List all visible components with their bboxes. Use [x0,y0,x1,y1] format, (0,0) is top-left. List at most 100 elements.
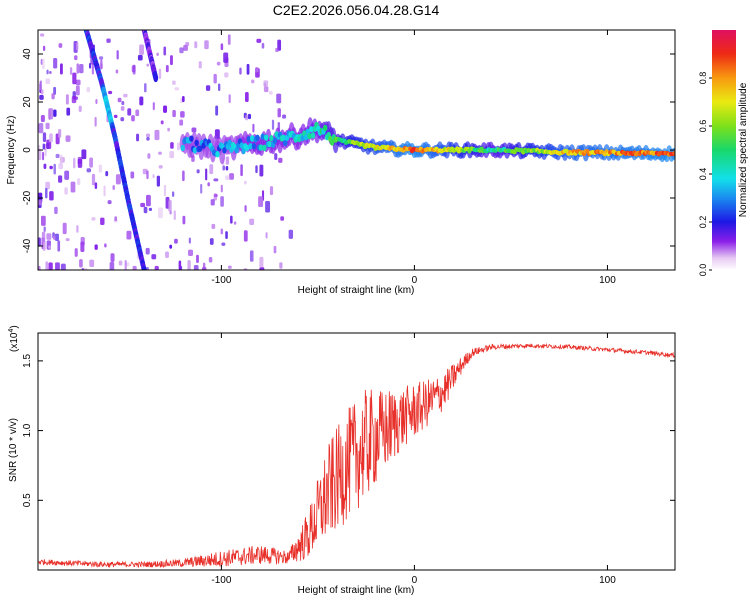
spectrogram-carrier-point [307,132,312,140]
spectrogram-speckle [223,52,229,63]
spectrogram-speckle [245,115,248,121]
svg-text:(x104): (x104) [8,325,20,352]
spectrogram-speckle [258,196,264,208]
spectrogram-carrier-point [192,147,198,154]
spectrogram-speckle [147,153,151,159]
spectrogram-speckle [54,206,58,215]
snr-y-axis-label: SNR (10 * v/v) [8,418,19,482]
spectrogram-speckle [158,68,162,79]
spectrogram-carrier-point [255,134,260,141]
spectrogram-speckle [200,183,203,194]
snr-axes: -100 0 100 0.5 1.0 1.5 [22,333,675,586]
spectrogram-speckle [42,45,46,51]
spectrogram-speckle [100,59,103,70]
spectrogram-speckle [259,256,264,268]
spectrogram-speckle [72,72,77,85]
spectrogram-speckle [187,260,191,270]
spectrogram-speckle [80,236,85,246]
spectrogram-speckle [146,136,150,141]
spectrogram-y-tick-label: -40 [22,238,33,253]
spectrogram-carrier-point [227,139,232,147]
spectrogram-speckle [256,38,262,43]
spectrogram-speckle [46,142,50,149]
spectrogram-speckle [143,206,148,214]
spectrogram-carrier-point [239,142,245,149]
spectrogram-speckle [38,265,41,270]
figure-title: C2E2.2026.056.04.28.G14 [273,2,440,18]
spectrogram-speckle [48,262,53,270]
spectrogram-speckle [112,185,115,190]
spectrogram-speckle [170,142,174,149]
spectrogram-speckle [227,34,231,45]
spectrogram-speckle [169,244,173,249]
spectrogram-speckle [167,127,170,132]
spectrogram-carrier-point [258,144,264,151]
spectrogram-speckle [39,94,44,100]
spectrogram-speckle [53,86,57,95]
spectrogram-speckle [173,210,176,220]
spectrogram-speckle [139,44,144,55]
spectrogram-carrier-point [263,134,269,141]
spectrogram-speckle [182,170,185,182]
spectrogram-speckle [179,119,184,126]
spectrogram-speckle [45,122,50,130]
spectrogram-carrier-point [250,135,255,142]
spectrogram-speckle [282,114,287,119]
spectrogram-carrier-point [272,137,278,145]
spectrogram-speckle [220,184,223,193]
spectrogram-speckle [120,106,125,111]
spectrogram-speckle [209,238,214,245]
spectrogram-speckle [244,205,247,212]
spectrogram-speckle [180,111,185,118]
snr-x-tick-label: -100 [211,575,231,586]
spectrogram-speckle [69,67,73,75]
spectrogram-speckle [288,229,294,239]
spectrogram-speckle [94,116,97,127]
spectrogram-speckle [130,171,135,179]
spectrogram-speckle [146,63,150,67]
spectrogram-speckle [55,262,60,270]
spectrogram-speckle [169,55,173,66]
spectrogram-speckle [53,109,57,117]
spectrogram-carrier-point [262,144,267,152]
spectrogram-speckle [83,268,88,270]
spectrogram-speckle [185,41,190,47]
spectrogram-speckle [243,230,248,242]
spectrogram-speckle [247,113,252,120]
spectrogram-speckle [60,263,66,270]
spectrogram-speckle [38,237,41,247]
spectrogram-speckle [259,267,265,270]
spectrogram-speckle [57,240,61,252]
spectrogram-carrier-point [244,144,250,152]
spectrogram-speckle [89,259,95,268]
snr-x-tick-label: 100 [599,575,616,586]
spectrogram-speckle [75,85,80,96]
spectrogram-speckle [265,232,268,239]
spectrogram-speckle [49,133,53,143]
spectrogram-speckle [125,262,130,267]
spectrogram-speckle [49,191,54,201]
spectrogram-speckle [42,132,47,143]
spectrogram-speckle [40,215,46,226]
spectrogram-speckle [222,165,226,171]
spectrogram-speckle [45,78,51,84]
spectrogram-speckle [169,150,175,159]
spectrogram-speckle [66,107,71,116]
spectrogram-speckle [269,186,274,196]
spectrogram-speckle [273,245,277,254]
spectrogram-y-tick-label: -20 [22,190,33,205]
spectrogram-trace-point [153,73,159,83]
spectrogram-speckle [42,58,45,70]
snr-frame [37,332,676,571]
snr-x-axis-label: Height of straight line (km) [298,585,415,596]
spectrogram-speckle [144,83,147,93]
spectrogram-speckle [86,87,91,93]
snr-scale-exponent: 4 [8,329,15,333]
spectrogram-speckle [225,156,230,165]
snr-scale-suffix: ) [9,325,20,328]
spectrogram-speckle [58,43,63,48]
spectrogram-speckle [45,269,50,270]
spectrogram-trace-point [141,265,147,270]
spectrogram-speckle [75,79,81,86]
